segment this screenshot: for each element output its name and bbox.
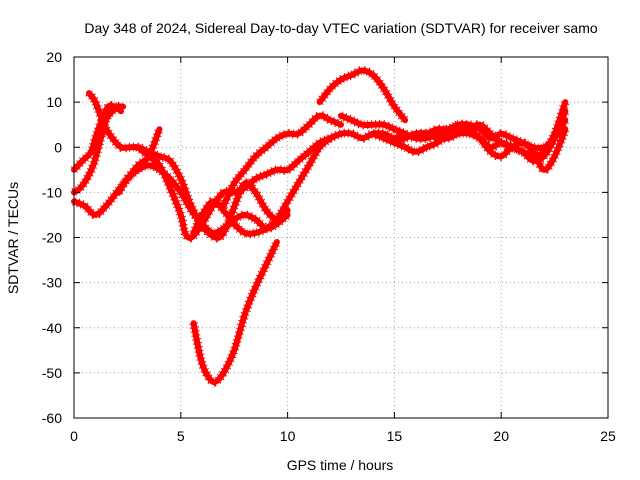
y-axis-title: SDTVAR / TECUs — [5, 182, 21, 294]
data-series-group — [70, 65, 570, 387]
series-marker-texture — [316, 65, 409, 124]
y-tick-label: 0 — [54, 139, 62, 155]
x-axis-title: GPS time / hours — [287, 457, 394, 473]
series-line — [190, 239, 280, 386]
x-tick-label: 20 — [493, 428, 509, 444]
y-tick-label: 10 — [46, 94, 62, 110]
series-marker-texture — [219, 111, 343, 208]
y-tick-label: -50 — [42, 365, 62, 381]
x-tick-label: 5 — [177, 428, 185, 444]
y-tick-label: -60 — [42, 410, 62, 426]
x-tick-label: 25 — [600, 428, 616, 444]
grid-lines — [74, 57, 608, 418]
chart-title: Day 348 of 2024, Sidereal Day-to-day VTE… — [84, 20, 597, 36]
series-marker-texture — [415, 117, 570, 153]
y-tick-label: -20 — [42, 230, 62, 246]
series-marker-texture — [85, 90, 291, 243]
series-trace-9 — [219, 111, 344, 209]
series-trace-14 — [412, 117, 570, 153]
series-marker-texture — [189, 134, 334, 239]
series-marker-texture — [135, 128, 408, 243]
series-marker-texture — [70, 100, 124, 173]
series-trace-6 — [135, 128, 409, 243]
series-trace-4 — [85, 90, 291, 243]
series-trace-8 — [189, 239, 281, 387]
x-tick-label: 0 — [70, 428, 78, 444]
y-tick-label: 20 — [46, 49, 62, 65]
y-tick-label: -30 — [42, 275, 62, 291]
axis-ticks: 0 5 10 15 20 25 -60 -50 -40 -30 -20 -10 0 10 20 — [42, 49, 616, 444]
series-marker-texture — [189, 240, 281, 387]
series-line — [86, 90, 291, 241]
x-tick-label: 15 — [387, 428, 403, 444]
series-trace-10 — [316, 65, 409, 124]
series-trace-7 — [189, 134, 334, 239]
series-line — [316, 67, 409, 124]
y-tick-label: -40 — [42, 320, 62, 336]
series-trace-2 — [70, 100, 124, 173]
x-tick-label: 10 — [280, 428, 296, 444]
y-tick-label: -10 — [42, 184, 62, 200]
